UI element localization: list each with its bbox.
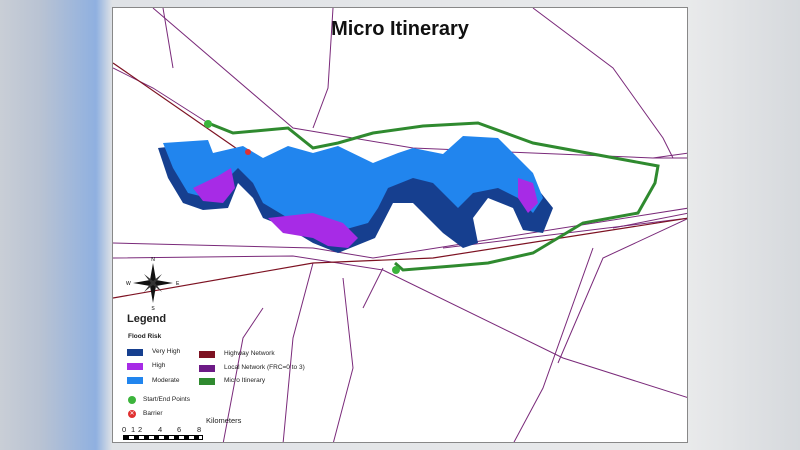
scale-tick: 2 bbox=[138, 425, 143, 434]
map-canvas[interactable]: N S E W bbox=[113, 8, 688, 443]
west-label: W bbox=[126, 281, 131, 287]
local-network-swatch bbox=[199, 365, 215, 372]
scale-unit-label: Kilometers bbox=[206, 416, 242, 425]
very-high-swatch bbox=[127, 349, 143, 356]
scale-tick: 8 bbox=[197, 425, 202, 434]
scale-tick: 6 bbox=[177, 425, 182, 434]
red-x-circle-icon: ✕ bbox=[128, 410, 136, 418]
start-end-label: Start/End Points bbox=[143, 396, 190, 403]
micro-itinerary-label: Micro Itinerary bbox=[224, 377, 266, 384]
flood-moderate-zone bbox=[163, 136, 543, 233]
north-arrow-icon: N S E W bbox=[126, 257, 180, 312]
green-circle-icon bbox=[128, 396, 136, 404]
map-frame: N S E W Micro Itinerary Legend Flood Ris… bbox=[112, 7, 688, 443]
micro-itinerary-swatch bbox=[199, 378, 215, 385]
barrier-marker[interactable] bbox=[245, 149, 251, 155]
highway-label: Highway Network bbox=[224, 350, 275, 357]
north-label: N bbox=[151, 257, 155, 263]
map-title: Micro Itinerary bbox=[331, 18, 469, 40]
local-network-label: Local Network (FRC=0 to 3) bbox=[224, 364, 305, 371]
east-label: E bbox=[176, 281, 180, 287]
barrier-label: Barrier bbox=[143, 410, 163, 417]
micro-itinerary-route bbox=[207, 121, 660, 272]
scale-tick: 4 bbox=[158, 425, 163, 434]
scale-tick: 1 bbox=[131, 425, 136, 434]
legend-title: Legend bbox=[127, 313, 167, 325]
scale-tick: 0 bbox=[122, 425, 127, 434]
end-point-marker[interactable] bbox=[392, 266, 400, 274]
highway-network bbox=[113, 62, 687, 299]
moderate-swatch bbox=[127, 377, 143, 384]
flood-high-zones bbox=[193, 168, 538, 248]
highway-swatch bbox=[199, 351, 215, 358]
flood-risk-title: Flood Risk bbox=[128, 333, 162, 340]
south-label: S bbox=[151, 306, 155, 312]
start-point-marker[interactable] bbox=[204, 120, 212, 128]
high-label: High bbox=[152, 362, 166, 369]
moderate-label: Moderate bbox=[152, 377, 180, 384]
very-high-label: Very High bbox=[152, 348, 181, 355]
high-swatch bbox=[127, 363, 143, 370]
